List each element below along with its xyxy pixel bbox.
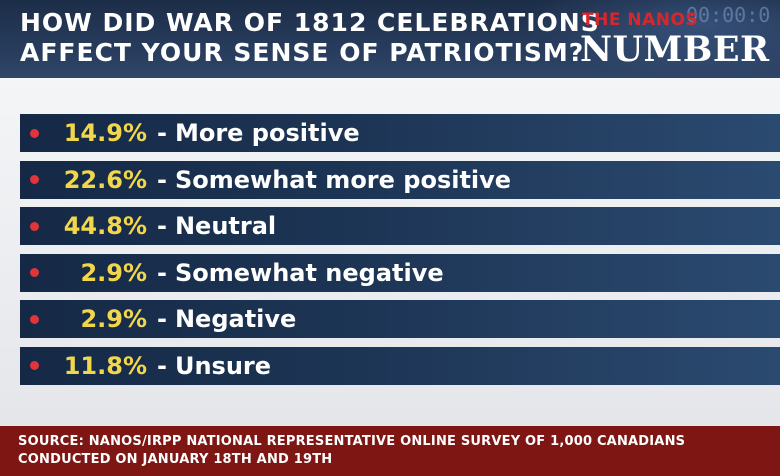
brand-the: THE: [582, 10, 621, 30]
header-banner: HOW DID WAR OF 1812 CELEBRATIONS AFFECT …: [0, 0, 780, 78]
result-label: Neutral: [174, 212, 277, 240]
brand-nanos: NANOS: [627, 10, 699, 30]
header-glow: [520, 0, 780, 78]
bullet-icon: [30, 361, 39, 370]
result-label: Negative: [174, 305, 297, 333]
bullet-icon: [30, 175, 39, 184]
result-percent: 22.6%: [63, 165, 147, 194]
question-line-1: HOW DID WAR OF 1812 CELEBRATIONS: [20, 8, 600, 37]
result-separator: -: [157, 212, 167, 240]
result-percent: 11.8%: [63, 351, 147, 380]
source-footer: SOURCE: NANOS/IRPP NATIONAL REPRESENTATI…: [0, 426, 780, 476]
results-panel: 14.9% - More positive 22.6% - Somewhat more p…: [0, 78, 780, 426]
result-label: Unsure: [174, 351, 272, 380]
question-line-2: AFFECT YOUR SENSE OF PATRIOTISM?: [20, 38, 585, 67]
result-percent: 2.9%: [80, 258, 147, 287]
result-separator: -: [157, 258, 167, 287]
result-separator: -: [157, 351, 167, 380]
result-label: Somewhat more positive: [174, 165, 512, 194]
source-line-1: SOURCE: NANOS/IRPP NATIONAL REPRESENTATI…: [18, 434, 686, 449]
result-separator: -: [157, 165, 167, 194]
result-row: 44.8% - Neutral: [20, 207, 780, 245]
result-row: 14.9% - More positive: [20, 114, 780, 152]
result-row: 2.9% - Negative: [20, 300, 780, 338]
result-label: More positive: [174, 119, 360, 147]
result-separator: -: [157, 119, 167, 147]
result-percent: 14.9%: [63, 119, 147, 147]
bullet-icon: [30, 221, 39, 231]
bullet-icon: [30, 268, 39, 277]
result-row: 2.9% - Somewhat negative: [20, 253, 780, 292]
bullet-icon: [30, 314, 39, 324]
result-percent: 44.8%: [63, 212, 147, 240]
source-line-2: CONDUCTED ON JANUARY 18TH AND 19TH: [18, 452, 333, 467]
result-label: Somewhat negative: [174, 258, 444, 287]
result-separator: -: [157, 305, 167, 333]
result-row: 22.6% - Somewhat more positive: [20, 160, 780, 199]
background-clock: 00:00:0: [686, 3, 771, 27]
brand-small: THE NANOS: [582, 10, 698, 30]
bullet-icon: [30, 128, 39, 138]
brand-number: NUMBER: [580, 29, 770, 70]
result-row: 11.8% - Unsure: [20, 346, 780, 385]
result-percent: 2.9%: [80, 305, 147, 333]
